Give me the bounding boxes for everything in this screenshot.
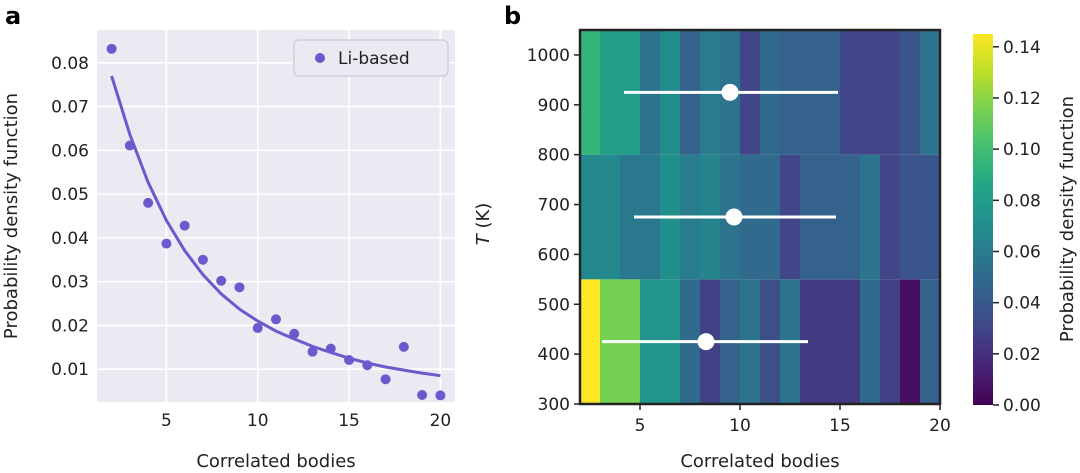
y-tick-label: 0.04 <box>51 229 89 249</box>
data-point <box>362 360 373 371</box>
panel-a-x-label: Correlated bodies <box>196 451 355 472</box>
heatmap-cell <box>840 30 900 155</box>
data-point <box>252 323 263 334</box>
heatmap-cell <box>580 154 620 280</box>
colorbar-tick-label: 0.02 <box>1003 345 1041 365</box>
x-tick-label: 15 <box>829 416 851 436</box>
heatmap-cell <box>580 30 600 155</box>
data-point <box>271 314 281 325</box>
data-point <box>325 343 336 354</box>
data-point <box>435 390 446 401</box>
heatmap-cell <box>880 279 900 404</box>
panel-a-plot-area <box>97 30 455 402</box>
y-tick-label: 700 <box>538 196 570 216</box>
y-tick-label: 800 <box>538 146 570 166</box>
heatmap-cell <box>800 279 860 404</box>
colorbar-ticks: 0.00 0.02 0.04 0.06 0.08 0.10 0.12 0.14 <box>993 38 1041 416</box>
x-tick-label: 5 <box>161 411 172 431</box>
panel-a-fit-line <box>110 75 441 378</box>
panel-b-y-label-unit: (K) <box>473 203 494 235</box>
data-point <box>124 140 135 151</box>
panel-b-x-label: Correlated bodies <box>680 451 839 472</box>
panel-b-y-ticks: 300 400 500 600 700 800 900 1000 <box>527 46 580 415</box>
panel-b-y-label: T (K) <box>473 203 494 246</box>
panel-a-chart: 5 10 15 20 0.01 0.02 0.03 0.04 0.05 0.06 0.07 0.08… <box>1 30 455 472</box>
heatmap-cell <box>900 154 940 280</box>
panel-b-errorbars <box>602 83 838 351</box>
colorbar-tick-label: 0.00 <box>1003 396 1041 416</box>
y-tick-label: 0.08 <box>51 54 89 74</box>
y-tick-label: 300 <box>538 395 570 415</box>
panel-b-label: b <box>504 2 521 30</box>
data-point <box>417 389 428 400</box>
x-tick-label: 15 <box>338 411 360 431</box>
x-tick-label: 10 <box>729 416 751 436</box>
legend-marker <box>315 53 325 63</box>
colorbar-tick-label: 0.04 <box>1003 294 1041 314</box>
y-tick-label: 1000 <box>527 46 570 66</box>
panel-a-y-ticks: 0.01 0.02 0.03 0.04 0.05 0.06 0.07 0.08 <box>51 54 89 380</box>
colorbar-tick-label: 0.06 <box>1003 242 1041 262</box>
panel-b-x-ticks: 5 10 15 20 <box>635 404 951 436</box>
errorbar-mean-marker <box>725 208 743 226</box>
data-point <box>106 43 117 54</box>
y-tick-label: 500 <box>538 295 570 315</box>
panel-b-chart: 5 10 15 20 300 400 500 600 700 800 900 1000 Correl… <box>473 28 1078 472</box>
data-point <box>307 346 318 357</box>
panel-a-y-label: Probability density function <box>1 93 22 339</box>
x-tick-label: 5 <box>635 416 646 436</box>
x-tick-label: 20 <box>929 416 951 436</box>
data-point <box>216 275 227 286</box>
y-tick-label: 0.03 <box>51 273 89 293</box>
y-tick-label: 600 <box>538 245 570 265</box>
colorbar-tick-label: 0.10 <box>1003 140 1041 160</box>
y-tick-label: 0.06 <box>51 141 89 161</box>
heatmap-cell <box>880 154 900 280</box>
panel-a-x-ticks: 5 10 15 20 <box>161 411 451 431</box>
data-point <box>380 374 391 385</box>
data-point <box>179 220 190 231</box>
x-tick-label: 10 <box>247 411 269 431</box>
legend-box <box>293 39 449 77</box>
errorbar-mean-marker <box>697 333 715 351</box>
data-point <box>344 354 355 365</box>
colorbar-label: Probability density function <box>1057 96 1078 342</box>
heatmap-cell <box>580 279 600 404</box>
heatmap-cell <box>860 154 880 280</box>
data-point <box>289 328 300 339</box>
data-point <box>197 254 208 265</box>
panel-a-legend: Li-based <box>293 39 449 77</box>
y-tick-label: 900 <box>538 96 570 116</box>
panel-a-label: a <box>5 2 21 30</box>
y-tick-label: 0.07 <box>51 98 89 118</box>
colorbar <box>973 34 993 405</box>
panel-a-grid <box>97 30 455 402</box>
errorbar-mean-marker <box>721 83 739 101</box>
data-point <box>161 238 172 249</box>
panel-b-frame <box>578 28 942 406</box>
panel-b-y-label-symbol: T <box>473 232 494 245</box>
panel-a-points <box>106 43 446 401</box>
y-tick-label: 0.01 <box>51 360 89 380</box>
y-tick-label: 0.05 <box>51 185 89 205</box>
heatmap-cell <box>900 30 920 155</box>
y-tick-label: 0.02 <box>51 316 89 336</box>
y-tick-label: 400 <box>538 345 570 365</box>
heatmap-cell <box>920 30 940 155</box>
colorbar-tick-label: 0.14 <box>1003 38 1041 58</box>
heatmap-cell <box>900 279 920 404</box>
colorbar-tick-label: 0.08 <box>1003 191 1041 211</box>
x-tick-label: 20 <box>430 411 452 431</box>
heatmap-cell <box>920 279 940 404</box>
data-point <box>234 282 245 293</box>
data-point <box>398 341 409 352</box>
data-point <box>143 197 154 208</box>
legend-label: Li-based <box>338 49 410 69</box>
colorbar-tick-label: 0.12 <box>1003 89 1041 109</box>
heatmap-cell <box>860 279 880 404</box>
